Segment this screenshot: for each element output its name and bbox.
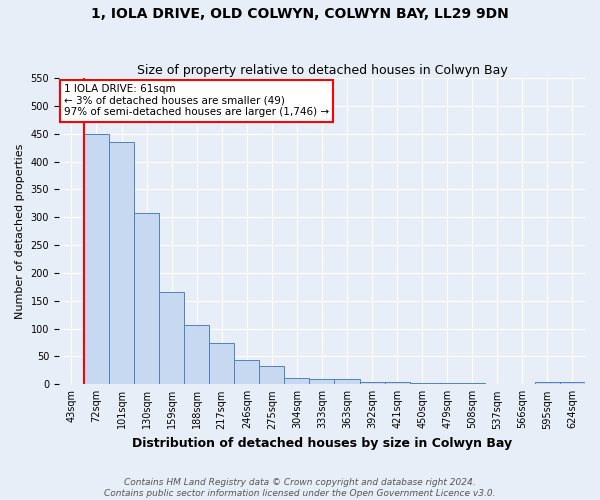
- Bar: [109, 142, 134, 384]
- Bar: [310, 380, 334, 384]
- Bar: [460, 383, 485, 384]
- Bar: [209, 343, 234, 384]
- Y-axis label: Number of detached properties: Number of detached properties: [15, 144, 25, 319]
- Bar: [284, 378, 310, 384]
- Bar: [259, 366, 284, 384]
- Title: Size of property relative to detached houses in Colwyn Bay: Size of property relative to detached ho…: [137, 64, 508, 77]
- Bar: [434, 383, 460, 384]
- Bar: [535, 382, 560, 384]
- Bar: [184, 324, 209, 384]
- Bar: [134, 214, 159, 384]
- Text: 1 IOLA DRIVE: 61sqm
← 3% of detached houses are smaller (49)
97% of semi-detache: 1 IOLA DRIVE: 61sqm ← 3% of detached hou…: [64, 84, 329, 117]
- Text: Contains HM Land Registry data © Crown copyright and database right 2024.
Contai: Contains HM Land Registry data © Crown c…: [104, 478, 496, 498]
- Bar: [359, 382, 385, 384]
- Bar: [84, 134, 109, 384]
- Bar: [560, 382, 585, 384]
- Bar: [334, 380, 359, 384]
- Bar: [385, 382, 410, 384]
- X-axis label: Distribution of detached houses by size in Colwyn Bay: Distribution of detached houses by size …: [132, 437, 512, 450]
- Bar: [159, 292, 184, 384]
- Bar: [234, 360, 259, 384]
- Bar: [410, 383, 434, 384]
- Text: 1, IOLA DRIVE, OLD COLWYN, COLWYN BAY, LL29 9DN: 1, IOLA DRIVE, OLD COLWYN, COLWYN BAY, L…: [91, 8, 509, 22]
